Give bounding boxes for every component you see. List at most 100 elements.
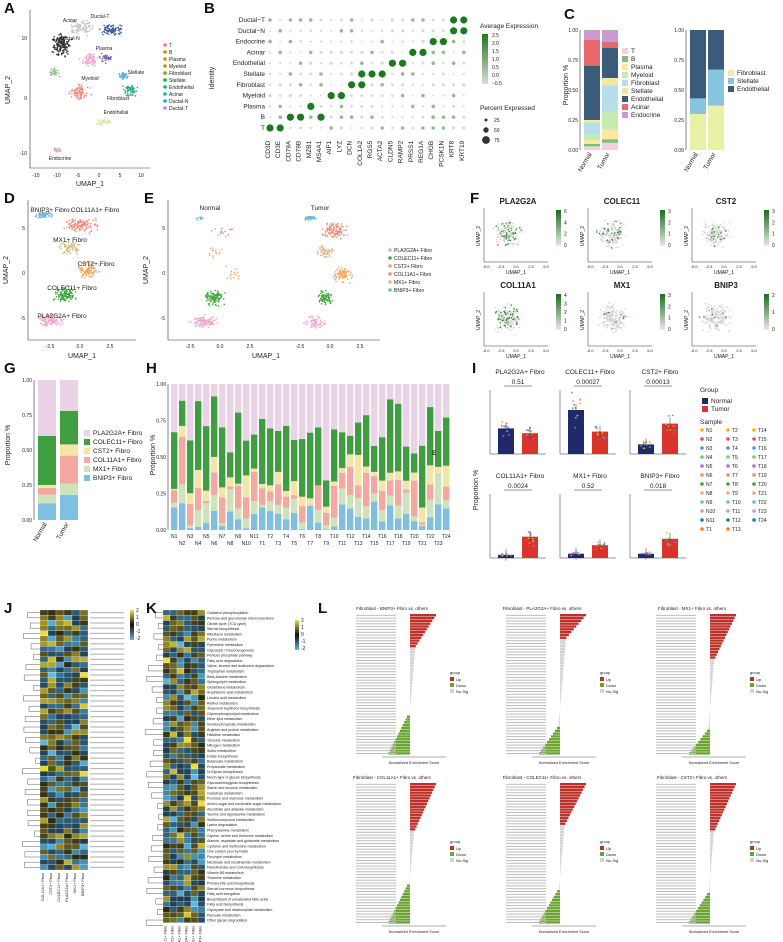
subplot-title: MX1+ Fibro — [573, 473, 607, 480]
umap-point — [65, 36, 68, 38]
heat-cell — [71, 849, 81, 855]
y-tick-label: 1.00 — [568, 28, 578, 34]
heat-cell — [71, 661, 81, 668]
feature-point — [714, 305, 716, 308]
pathway-label-placeholder — [356, 668, 396, 670]
dot — [309, 40, 312, 43]
x-tick-label: 0 — [98, 173, 101, 179]
umap-point — [319, 323, 321, 325]
feature-point — [616, 241, 618, 244]
stack-segment — [371, 471, 378, 477]
legend-swatch — [163, 106, 167, 110]
umap-point — [330, 222, 332, 225]
dendrogram-branch — [34, 830, 40, 837]
dot — [289, 29, 292, 32]
row-label: Thiamine metabolism — [207, 876, 241, 880]
feature-point — [501, 229, 504, 232]
dot — [339, 29, 344, 33]
feature-point — [607, 223, 609, 225]
heat-cell — [71, 630, 81, 637]
row-label: Nitrogen metabolism — [207, 744, 240, 748]
legend-label: CST2+ Fibro — [93, 448, 130, 455]
heat-cell — [55, 734, 65, 741]
heat-cell — [197, 827, 206, 833]
umap-point — [53, 68, 55, 71]
y-tick-label: 0.25 — [674, 118, 684, 124]
umap-point — [212, 323, 214, 326]
feature-point — [514, 311, 517, 313]
feature-point — [598, 232, 601, 235]
feature-point — [614, 317, 617, 319]
stack-segment — [171, 490, 178, 503]
feature-point — [721, 309, 724, 312]
legend-swatch — [84, 448, 90, 454]
feature-point — [719, 320, 722, 322]
legend-label: Acinar — [631, 104, 650, 111]
dot — [390, 29, 394, 33]
umap-point — [122, 74, 125, 76]
panel-label-h: H — [146, 360, 157, 377]
stack-segment — [427, 465, 434, 485]
umap-point — [50, 312, 52, 315]
heat-cell — [63, 609, 73, 616]
legend-label: T21 — [758, 491, 767, 497]
heat-cell — [183, 848, 192, 854]
stack-segment — [443, 500, 450, 509]
umap-point — [90, 230, 93, 232]
colorbar-tick: 1 — [301, 625, 304, 631]
umap-point — [224, 292, 226, 294]
umap-point — [335, 224, 338, 226]
umap-point — [124, 90, 127, 92]
umap-point — [40, 316, 42, 318]
umap-point — [217, 305, 220, 307]
stack-segment — [379, 480, 386, 491]
heat-cell — [55, 677, 65, 683]
dendrogram-branch — [23, 695, 40, 702]
umap-point — [107, 33, 110, 36]
colorbar-tick: -1 — [301, 639, 306, 645]
dot — [266, 124, 274, 132]
heat-cell — [39, 708, 49, 715]
dot — [391, 116, 394, 119]
dot — [317, 113, 325, 121]
feature-point — [501, 228, 503, 231]
umap-point — [77, 222, 80, 225]
x-tick-label: -2.5 — [186, 344, 195, 350]
stack-segment — [243, 528, 250, 530]
feature-point — [624, 308, 626, 310]
legend-swatch — [752, 446, 756, 450]
umap-point — [331, 249, 334, 252]
dot — [329, 126, 333, 130]
feature-point — [721, 304, 723, 306]
umap-point — [67, 286, 70, 288]
umap-point — [326, 235, 329, 238]
umap-point — [212, 255, 214, 257]
feature-point — [499, 326, 502, 329]
umap-point — [115, 33, 117, 35]
umap-point — [128, 94, 130, 97]
dot — [450, 27, 458, 35]
heat-cell — [183, 721, 192, 727]
heat-cell — [39, 776, 49, 782]
stack-segment — [259, 507, 266, 530]
heat-cell — [47, 786, 57, 793]
y-tick-label: 0.00 — [22, 518, 32, 524]
panel-i-sample-title: Sample — [700, 419, 722, 426]
sample-point — [532, 545, 535, 548]
heat-cell — [183, 843, 192, 849]
stack-segment — [235, 485, 242, 509]
feature-point — [616, 238, 619, 241]
heat-cell — [55, 849, 65, 855]
y-tick-label: 0.00 — [156, 528, 166, 534]
heat-cell — [183, 901, 192, 907]
umap-point — [74, 94, 76, 97]
heat-cell — [176, 689, 185, 695]
row-label-placeholder — [90, 684, 124, 686]
umap-point — [72, 241, 75, 244]
umap-point — [125, 94, 128, 97]
row-label-placeholder — [90, 705, 124, 707]
sample-label: N4 — [195, 541, 202, 547]
dot — [391, 126, 394, 130]
stack-segment — [403, 492, 410, 514]
